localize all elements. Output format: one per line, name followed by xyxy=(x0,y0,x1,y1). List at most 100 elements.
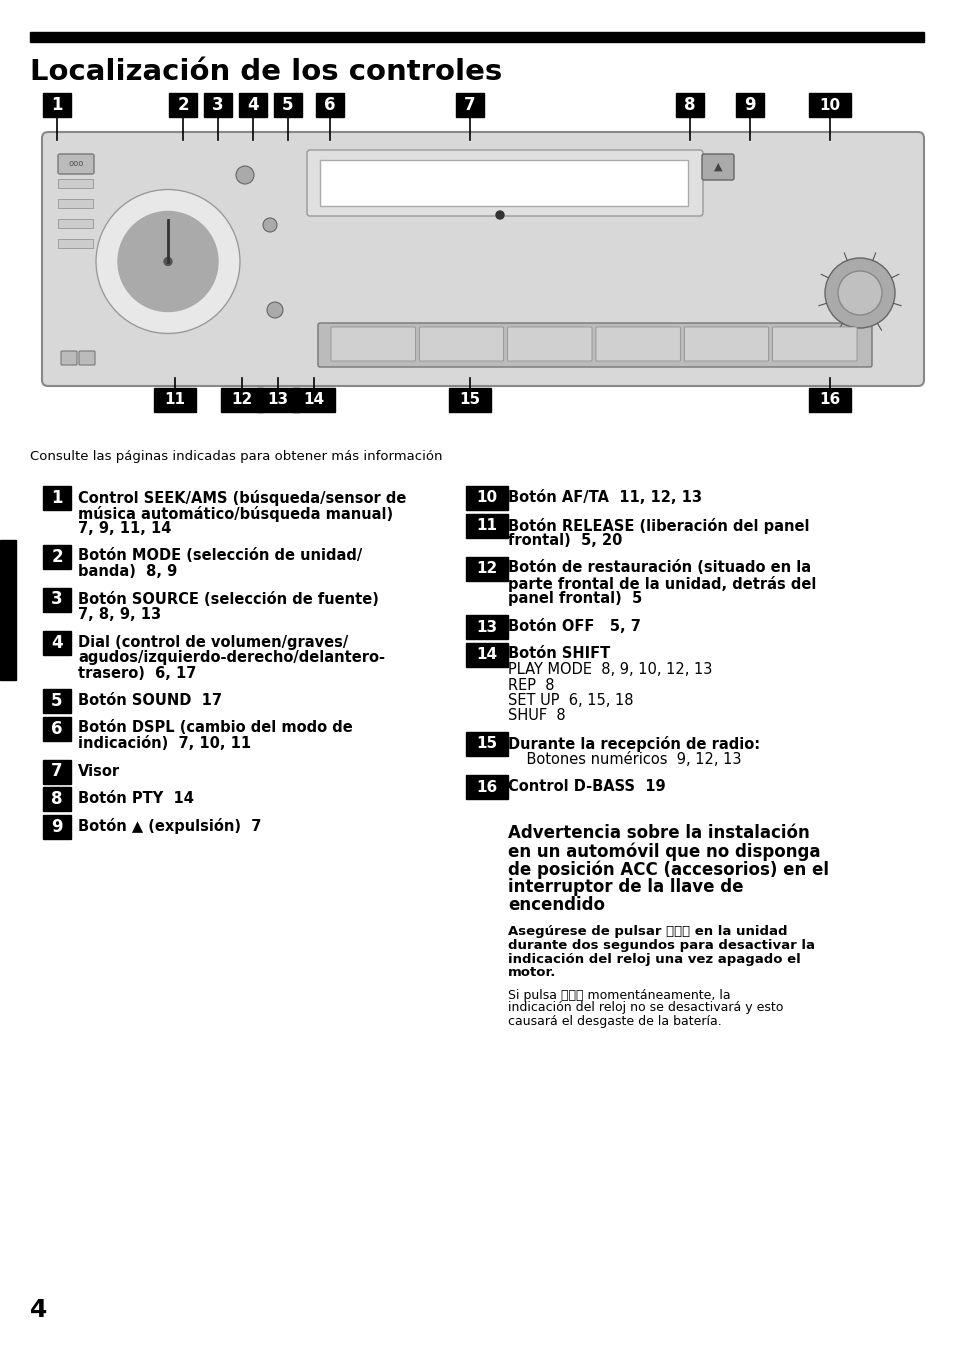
Text: 7, 8, 9, 13: 7, 8, 9, 13 xyxy=(78,607,161,622)
Bar xyxy=(465,775,507,799)
Bar xyxy=(30,32,923,42)
Text: Visor: Visor xyxy=(78,764,120,779)
Circle shape xyxy=(96,189,240,334)
Circle shape xyxy=(164,257,172,265)
Text: indicación)  7, 10, 11: indicación) 7, 10, 11 xyxy=(78,735,251,750)
Text: banda)  8, 9: banda) 8, 9 xyxy=(78,564,177,579)
Text: 11: 11 xyxy=(164,392,185,407)
Text: 5: 5 xyxy=(51,692,63,710)
Bar xyxy=(43,760,71,784)
Bar xyxy=(456,93,483,118)
Text: 9: 9 xyxy=(51,818,63,836)
FancyBboxPatch shape xyxy=(701,154,733,180)
Text: durante dos segundos para desactivar la: durante dos segundos para desactivar la xyxy=(507,938,814,952)
Text: Botón SOURCE (selección de fuente): Botón SOURCE (selección de fuente) xyxy=(78,592,378,607)
Text: frontal)  5, 20: frontal) 5, 20 xyxy=(507,533,621,548)
Text: 14: 14 xyxy=(303,392,324,407)
Text: panel frontal)  5: panel frontal) 5 xyxy=(507,592,641,607)
Bar xyxy=(43,690,71,713)
Bar xyxy=(808,388,850,412)
Text: PLAY MODE  8, 9, 10, 12, 13: PLAY MODE 8, 9, 10, 12, 13 xyxy=(507,662,712,677)
Text: 14: 14 xyxy=(476,648,497,662)
Text: Botón RELEASE (liberación del panel: Botón RELEASE (liberación del panel xyxy=(507,518,809,534)
Text: trasero)  6, 17: trasero) 6, 17 xyxy=(78,665,196,680)
Text: 4: 4 xyxy=(247,96,258,114)
Bar xyxy=(43,588,71,611)
Bar xyxy=(204,93,232,118)
Text: Botón DSPL (cambio del modo de: Botón DSPL (cambio del modo de xyxy=(78,721,353,735)
Circle shape xyxy=(267,301,283,318)
Text: 5: 5 xyxy=(282,96,294,114)
FancyBboxPatch shape xyxy=(42,132,923,387)
Bar xyxy=(676,93,703,118)
Text: 6: 6 xyxy=(324,96,335,114)
Text: 4: 4 xyxy=(51,634,63,652)
Bar xyxy=(449,388,491,412)
Text: 10: 10 xyxy=(476,491,497,506)
Text: REP  8: REP 8 xyxy=(507,677,554,692)
Text: causará el desgaste de la batería.: causará el desgaste de la batería. xyxy=(507,1014,721,1028)
FancyBboxPatch shape xyxy=(79,352,95,365)
Bar xyxy=(43,93,71,118)
Bar xyxy=(239,93,267,118)
Text: indicación del reloj no se desactivará y esto: indicación del reloj no se desactivará y… xyxy=(507,1002,782,1014)
Text: 7: 7 xyxy=(51,763,63,780)
Circle shape xyxy=(824,258,894,329)
Bar xyxy=(43,717,71,741)
Text: Control SEEK/AMS (búsqueda/sensor de: Control SEEK/AMS (búsqueda/sensor de xyxy=(78,489,406,506)
Circle shape xyxy=(118,211,218,311)
Text: Botón SOUND  17: Botón SOUND 17 xyxy=(78,694,222,708)
Text: en un automóvil que no disponga: en un automóvil que no disponga xyxy=(507,842,820,861)
Text: ooo: ooo xyxy=(69,160,84,169)
Bar xyxy=(43,787,71,811)
Text: 4: 4 xyxy=(30,1298,48,1322)
FancyBboxPatch shape xyxy=(772,327,856,361)
Text: 10: 10 xyxy=(819,97,840,112)
Text: ▲: ▲ xyxy=(713,162,721,172)
FancyBboxPatch shape xyxy=(307,150,702,216)
Text: de posición ACC (accesorios) en el: de posición ACC (accesorios) en el xyxy=(507,860,828,879)
Bar xyxy=(293,388,335,412)
Text: Botón SHIFT: Botón SHIFT xyxy=(507,646,610,661)
Text: 7, 9, 11, 14: 7, 9, 11, 14 xyxy=(78,521,172,535)
Text: Botón OFF   5, 7: Botón OFF 5, 7 xyxy=(507,619,640,634)
Text: 12: 12 xyxy=(232,392,253,407)
Text: Durante la recepción de radio:: Durante la recepción de radio: xyxy=(507,735,760,752)
Text: 9: 9 xyxy=(743,96,755,114)
Bar xyxy=(274,93,302,118)
Circle shape xyxy=(496,211,503,219)
Text: Botón PTY  14: Botón PTY 14 xyxy=(78,791,193,806)
Text: 6: 6 xyxy=(51,719,63,737)
Circle shape xyxy=(235,166,253,184)
Text: 16: 16 xyxy=(819,392,840,407)
Text: 15: 15 xyxy=(459,392,480,407)
Text: 15: 15 xyxy=(476,737,497,752)
Text: 11: 11 xyxy=(476,518,497,533)
Text: 16: 16 xyxy=(476,780,497,795)
Circle shape xyxy=(263,218,276,233)
Text: Botones numéricos  9, 12, 13: Botones numéricos 9, 12, 13 xyxy=(507,752,740,767)
Bar xyxy=(735,93,763,118)
FancyBboxPatch shape xyxy=(331,327,415,361)
Bar xyxy=(58,239,92,247)
Text: indicación del reloj una vez apagado el: indicación del reloj una vez apagado el xyxy=(507,953,800,965)
Text: Advertencia sobre la instalación: Advertencia sobre la instalación xyxy=(507,825,809,842)
Text: 8: 8 xyxy=(683,96,695,114)
Text: 1: 1 xyxy=(51,489,63,507)
Bar xyxy=(58,199,92,208)
Bar xyxy=(256,388,298,412)
Text: Localización de los controles: Localización de los controles xyxy=(30,58,501,87)
Text: SET UP  6, 15, 18: SET UP 6, 15, 18 xyxy=(507,694,633,708)
Text: 8: 8 xyxy=(51,790,63,808)
Bar xyxy=(465,642,507,667)
Bar xyxy=(221,388,263,412)
Text: Si pulsa ⓞⓕⓕ momentáneamente, la: Si pulsa ⓞⓕⓕ momentáneamente, la xyxy=(507,988,730,1002)
Text: 3: 3 xyxy=(212,96,224,114)
Bar xyxy=(808,93,850,118)
FancyBboxPatch shape xyxy=(317,323,871,366)
Text: Botón MODE (selección de unidad/: Botón MODE (selección de unidad/ xyxy=(78,549,362,564)
Bar xyxy=(465,615,507,639)
Text: Botón de restauración (situado en la: Botón de restauración (situado en la xyxy=(507,561,810,576)
Bar xyxy=(0,539,16,680)
Text: Consulte las páginas indicadas para obtener más información: Consulte las páginas indicadas para obte… xyxy=(30,450,442,462)
